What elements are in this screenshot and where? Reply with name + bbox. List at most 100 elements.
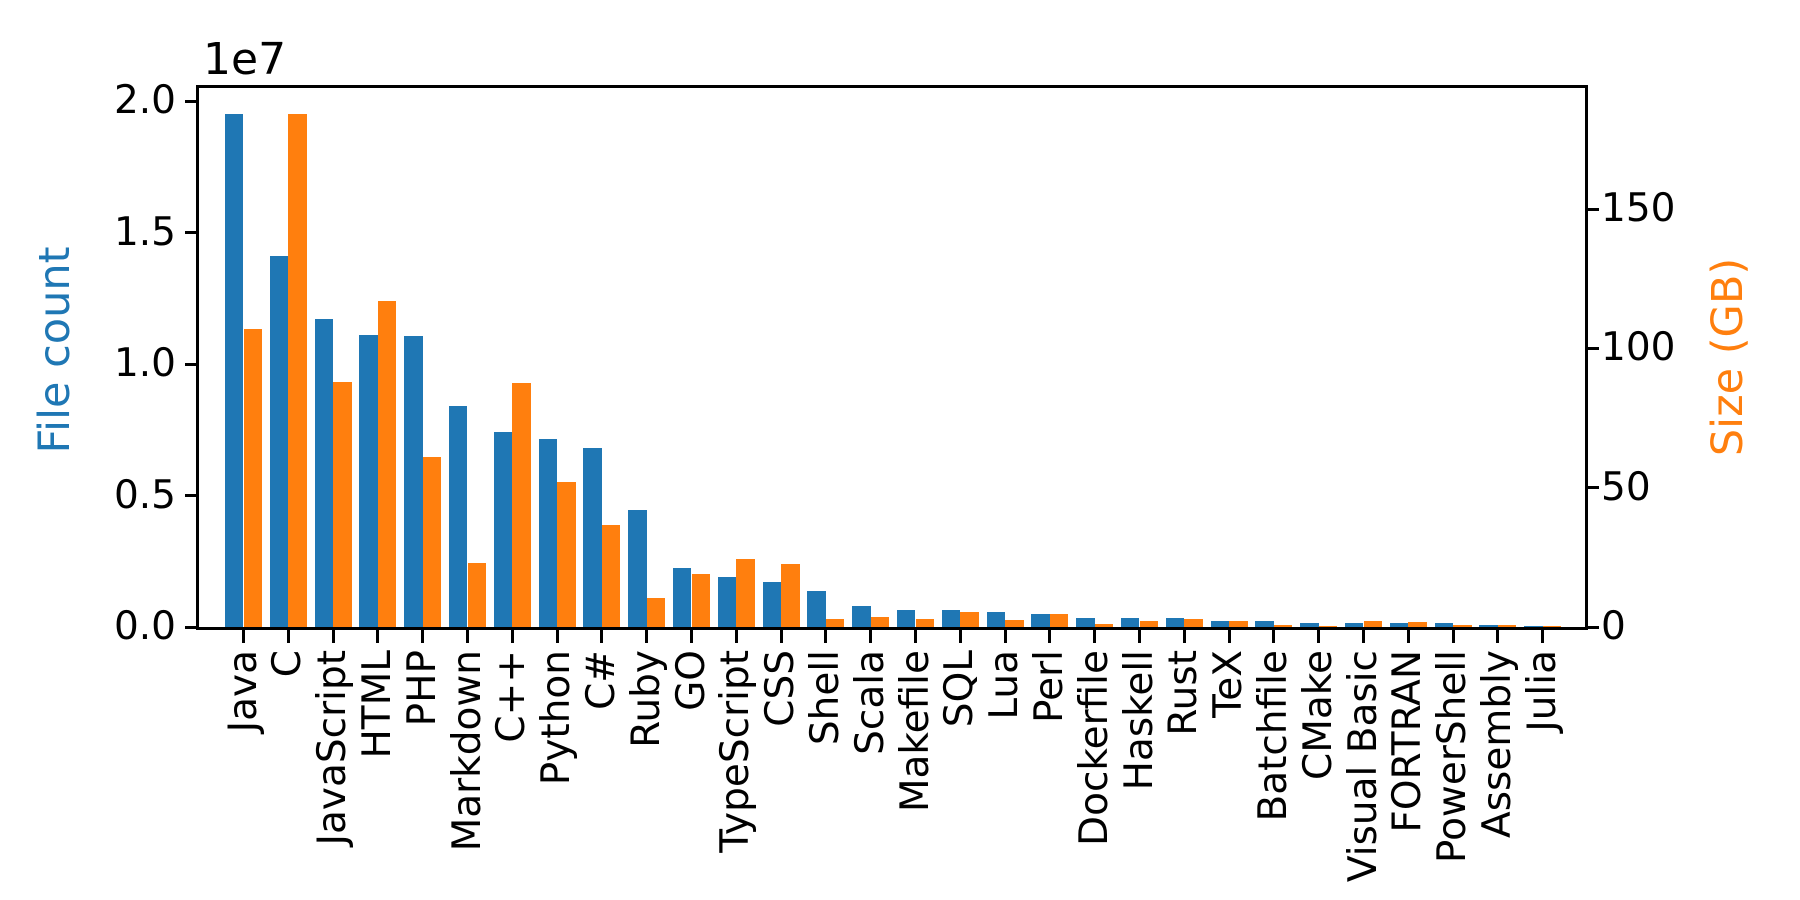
bar-size-gb-assembly <box>1497 625 1517 627</box>
bar-file-count-tex <box>1210 620 1230 627</box>
x-axis-tick-label-rust: Rust <box>1161 650 1207 736</box>
bar-file-count-cmake <box>1300 622 1319 627</box>
x-axis-tick <box>1048 630 1052 643</box>
x-axis-tick <box>510 630 514 643</box>
bar-size-gb-makefile <box>915 618 935 627</box>
x-axis-tick-label-haskell: Haskell <box>1116 650 1162 791</box>
bar-size-gb-tex <box>1229 620 1248 627</box>
bar-size-gb-python <box>557 482 576 627</box>
x-axis-tick <box>1182 630 1186 643</box>
bar-size-gb-shell <box>825 618 845 627</box>
left-axis-tick-label: 0.5 <box>113 472 176 518</box>
left-axis-tick <box>185 99 199 103</box>
bar-file-count-ruby <box>628 510 647 627</box>
bar-size-gb-php <box>422 457 442 627</box>
x-axis-tick <box>1272 630 1276 643</box>
bar-size-gb-perl <box>1049 613 1069 627</box>
left-axis-tick <box>185 231 199 235</box>
right-axis-tick <box>1585 346 1599 350</box>
left-axis-tick <box>185 625 199 629</box>
bar-size-gb-c <box>601 525 621 627</box>
x-axis-tick <box>734 630 738 643</box>
bar-file-count-shell <box>807 590 826 627</box>
x-axis-tick <box>242 630 245 643</box>
bar-file-count-javascript <box>314 319 334 627</box>
bar-size-gb-css <box>781 563 800 627</box>
bar-file-count-perl <box>1031 614 1050 627</box>
x-axis-tick <box>1317 630 1321 643</box>
bar-size-gb-dockerfile <box>1094 624 1114 627</box>
bar-size-gb-typescript <box>736 559 755 627</box>
bar-file-count-java <box>224 114 244 627</box>
x-axis-tick <box>824 630 828 643</box>
x-axis-tick-label-visual-basic: Visual Basic <box>1340 650 1386 883</box>
right-axis-tick <box>1585 625 1599 629</box>
x-axis-tick <box>286 630 290 643</box>
bar-size-gb-sql <box>960 612 979 627</box>
x-axis-tick <box>869 630 873 643</box>
x-axis-tick <box>1227 630 1231 643</box>
bar-file-count-typescript <box>717 577 737 627</box>
x-axis-tick-label-css: CSS <box>758 650 804 727</box>
x-axis-tick-label-markdown: Markdown <box>444 650 490 852</box>
x-axis-tick <box>1138 630 1141 643</box>
bar-file-count-css <box>762 581 782 627</box>
x-axis-tick-label-makefile: Makefile <box>892 650 938 813</box>
x-axis-tick-label-tex: TeX <box>1206 650 1252 718</box>
x-axis-tick-label-fortran: FORTRAN <box>1385 650 1431 833</box>
right-axis-tick-label: 0 <box>1601 604 1626 649</box>
x-axis-tick <box>555 630 559 643</box>
x-axis-tick <box>466 630 469 643</box>
bar-size-gb-haskell <box>1139 620 1159 627</box>
left-axis-tick-label: 1.0 <box>113 341 176 387</box>
bar-file-count-python <box>538 439 558 627</box>
x-axis-tick-label-java: Java <box>220 650 266 733</box>
bar-size-gb-go <box>691 574 711 627</box>
x-axis-tick-label-lua: Lua <box>982 650 1028 720</box>
x-axis-tick-label-typescript: TypeScript <box>713 650 759 853</box>
bar-file-count-assembly <box>1479 624 1498 627</box>
bar-file-count-c <box>269 256 289 627</box>
right-axis-tick <box>1585 207 1599 211</box>
left-axis-offset-label: 1e7 <box>203 34 287 85</box>
bar-size-gb-c <box>288 114 307 627</box>
x-axis-tick-label-dockerfile: Dockerfile <box>1071 650 1117 846</box>
x-axis-tick-label-python: Python <box>534 650 580 786</box>
x-axis-tick <box>1003 630 1007 643</box>
left-axis-tick <box>185 494 199 498</box>
bar-file-count-haskell <box>1120 618 1140 627</box>
right-axis-tick-label: 150 <box>1601 186 1676 232</box>
x-axis-tick-label-julia: Julia <box>1519 650 1565 732</box>
bar-size-gb-powershell <box>1453 625 1472 627</box>
bar-size-gb-fortran <box>1408 621 1427 627</box>
right-axis-tick-label: 100 <box>1601 325 1676 371</box>
x-axis-tick <box>779 630 783 643</box>
bar-file-count-lua <box>986 612 1006 627</box>
x-axis-tick-label-scala: Scala <box>847 650 893 755</box>
x-axis-tick <box>1406 630 1410 643</box>
bar-size-gb-java <box>243 328 263 627</box>
x-axis-tick <box>331 630 335 643</box>
bar-file-count-julia <box>1524 626 1543 627</box>
bar-file-count-dockerfile <box>1076 617 1095 627</box>
x-axis-tick-label-javascript: JavaScript <box>310 650 356 846</box>
x-axis-tick <box>914 630 917 643</box>
bar-file-count-visual-basic <box>1344 622 1364 627</box>
bar-size-gb-scala <box>870 617 890 627</box>
x-axis-tick-label-html: HTML <box>354 650 400 759</box>
bar-size-gb-html <box>377 301 397 627</box>
bar-file-count-c <box>493 432 513 627</box>
x-axis-tick <box>421 630 425 643</box>
x-axis-tick-label-c: C# <box>578 650 624 710</box>
bar-file-count-fortran <box>1389 623 1409 627</box>
x-axis-tick <box>600 630 604 643</box>
bar-size-gb-batchfile <box>1273 625 1293 627</box>
bars-layer <box>199 88 1585 627</box>
x-axis-tick-label-cmake: CMake <box>1295 650 1341 780</box>
bar-file-count-markdown <box>448 406 468 627</box>
x-axis-tick-label-c: C++ <box>489 650 535 743</box>
bar-file-count-php <box>404 336 423 627</box>
x-axis-tick-label-batchfile: Batchfile <box>1250 650 1296 822</box>
x-axis-tick <box>1496 630 1500 643</box>
